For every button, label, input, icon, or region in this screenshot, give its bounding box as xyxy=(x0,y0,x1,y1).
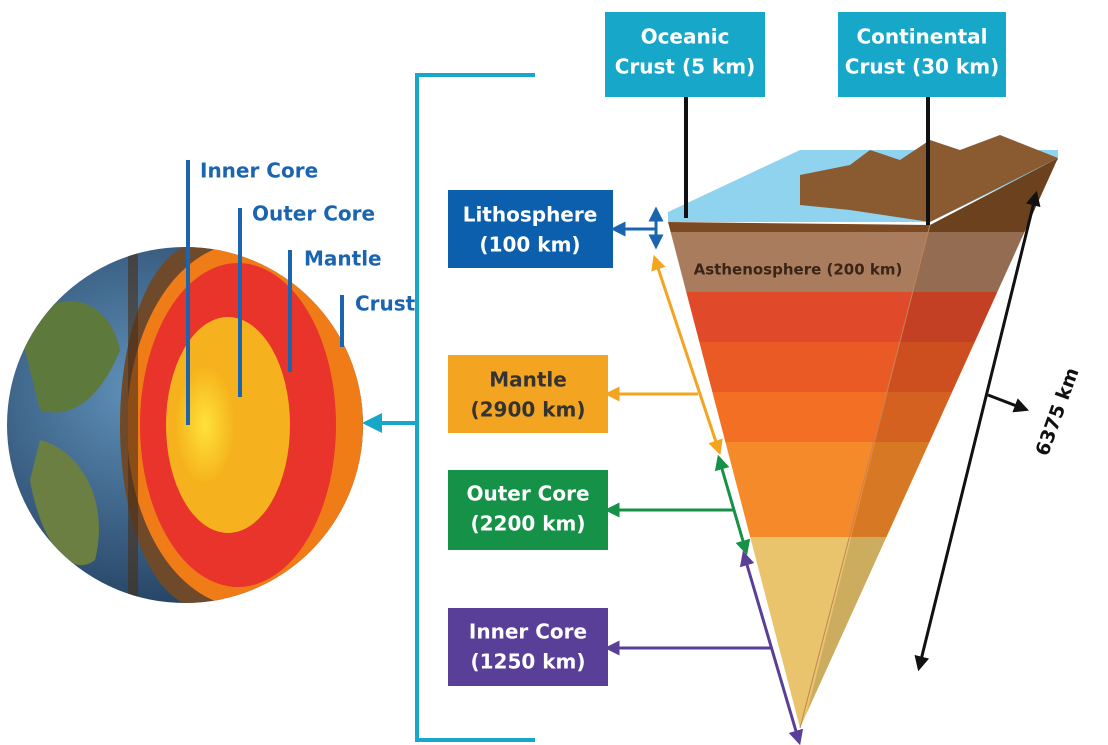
box-label: Crust (5 km) xyxy=(615,55,756,79)
box-label: Mantle xyxy=(489,368,567,392)
box-label: Crust (30 km) xyxy=(845,55,999,79)
box-label: (2900 km) xyxy=(470,398,585,422)
radius-label: 6375 km xyxy=(1031,365,1083,459)
box-label: Lithosphere xyxy=(463,203,598,227)
box-label: (100 km) xyxy=(479,233,580,257)
box-label: (2200 km) xyxy=(470,512,585,536)
globe-label: Mantle xyxy=(304,247,382,271)
globe-label: Crust xyxy=(355,292,416,316)
box-label: Oceanic xyxy=(641,25,730,49)
globe-label: Outer Core xyxy=(252,202,375,226)
asthenosphere-label: Asthenosphere (200 km) xyxy=(694,261,903,279)
box-label: Inner Core xyxy=(469,620,587,644)
box-label: Continental xyxy=(856,25,987,49)
diagram: Inner Core Outer Core Mantle Crust Ocean… xyxy=(0,0,1108,745)
globe xyxy=(7,240,363,610)
box-label: Outer Core xyxy=(466,482,589,506)
box-label: (1250 km) xyxy=(470,650,585,674)
globe-label: Inner Core xyxy=(200,159,318,183)
